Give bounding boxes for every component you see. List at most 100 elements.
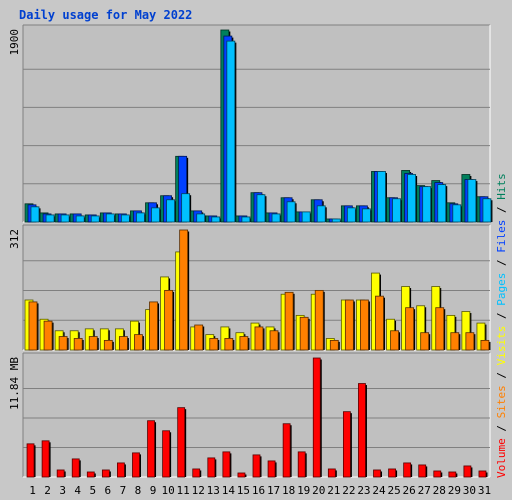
bar-pages-day-30 <box>467 179 477 223</box>
x-tick-label-28: 28 <box>433 484 446 497</box>
bar-pages-day-16 <box>256 194 266 223</box>
x-tick-label-2: 2 <box>44 484 51 497</box>
legend-label-pages: Pages <box>495 273 508 306</box>
x-tick-label-16: 16 <box>252 484 265 497</box>
bar-sites-day-23 <box>360 299 369 351</box>
x-tick-label-3: 3 <box>59 484 66 497</box>
series-legend: Volume / Sites / Visits / Pages / Files … <box>495 173 508 478</box>
x-tick-label-26: 26 <box>403 484 416 497</box>
bar-volume-day-5 <box>86 471 95 478</box>
legend-label-volume: Volume <box>495 438 508 478</box>
x-tick-label-12: 12 <box>192 484 205 497</box>
bar-pages-day-27 <box>422 186 432 223</box>
legend-separator: / <box>495 306 508 326</box>
x-tick-label-10: 10 <box>161 484 174 497</box>
x-tick-label-18: 18 <box>282 484 295 497</box>
bar-volume-day-30 <box>463 465 472 478</box>
bar-sites-day-10 <box>164 289 173 351</box>
bar-pages-day-10 <box>166 199 175 223</box>
bar-volume-day-11 <box>177 407 186 478</box>
y-tick-label-visits-sites: 312 <box>8 229 21 249</box>
bar-volume-day-28 <box>433 470 442 478</box>
bar-sites-day-27 <box>420 332 430 351</box>
bar-volume-day-31 <box>478 470 487 478</box>
x-tick-label-27: 27 <box>418 484 431 497</box>
bar-pages-day-26 <box>407 174 417 223</box>
bar-volume-day-16 <box>252 454 261 478</box>
y-tick-label-hits-files-pages: 1900 <box>8 29 21 56</box>
bar-volume-day-1 <box>26 443 35 478</box>
bar-sites-day-22 <box>344 299 354 351</box>
bar-pages-day-11 <box>181 193 191 223</box>
bar-volume-day-7 <box>117 462 125 478</box>
bar-sites-day-11 <box>179 229 189 351</box>
bar-sites-day-29 <box>450 332 460 351</box>
x-tick-label-7: 7 <box>120 484 127 497</box>
bar-volume-day-13 <box>207 457 216 478</box>
x-tick-label-17: 17 <box>267 484 280 497</box>
bar-pages-day-31 <box>482 198 492 223</box>
x-tick-label-13: 13 <box>207 484 220 497</box>
legend-separator: / <box>495 365 508 385</box>
bar-sites-day-26 <box>405 307 415 351</box>
bar-volume-day-9 <box>147 420 155 478</box>
x-tick-label-11: 11 <box>177 484 190 497</box>
bar-pages-day-9 <box>151 207 160 223</box>
bar-pages-day-12 <box>196 213 206 223</box>
bar-pages-day-4 <box>75 215 85 223</box>
bar-pages-day-25 <box>392 198 401 223</box>
bar-sites-day-20 <box>314 289 324 351</box>
bar-sites-day-13 <box>209 338 219 351</box>
bar-volume-day-17 <box>267 460 276 478</box>
x-tick-label-8: 8 <box>135 484 142 497</box>
bar-volume-day-2 <box>41 440 50 478</box>
bar-sites-day-7 <box>118 336 128 351</box>
bar-pages-day-14 <box>226 40 236 223</box>
bar-sites-day-9 <box>149 301 158 351</box>
bar-volume-day-25 <box>388 468 396 478</box>
bar-pages-day-17 <box>271 213 281 223</box>
bar-volume-day-15 <box>237 472 246 478</box>
bar-volume-day-21 <box>327 468 336 478</box>
bar-pages-day-6 <box>105 213 115 223</box>
legend-separator: / <box>495 200 508 220</box>
x-tick-label-14: 14 <box>222 484 236 497</box>
bar-sites-day-12 <box>194 324 204 351</box>
bar-pages-day-28 <box>437 184 447 223</box>
bar-pages-day-2 <box>45 214 55 223</box>
bar-sites-day-18 <box>284 291 294 351</box>
bar-sites-day-24 <box>375 295 384 351</box>
bar-pages-day-7 <box>120 214 130 223</box>
bar-sites-day-17 <box>269 330 279 351</box>
bar-sites-day-5 <box>88 336 98 351</box>
bar-sites-day-16 <box>254 326 264 351</box>
bar-sites-day-25 <box>390 330 399 351</box>
legend-separator: / <box>495 418 508 438</box>
bar-pages-day-19 <box>301 211 311 223</box>
x-tick-label-9: 9 <box>150 484 157 497</box>
x-tick-label-19: 19 <box>297 484 310 497</box>
x-tick-label-1: 1 <box>29 484 36 497</box>
bar-volume-day-6 <box>101 469 110 478</box>
bar-volume-day-24 <box>373 469 381 478</box>
legend-separator: / <box>495 253 508 273</box>
bar-sites-day-14 <box>224 338 234 351</box>
bar-sites-day-4 <box>73 338 83 351</box>
bar-volume-day-29 <box>448 471 457 478</box>
x-tick-label-6: 6 <box>105 484 112 497</box>
bar-volume-day-26 <box>403 462 412 478</box>
x-tick-label-25: 25 <box>387 484 400 497</box>
x-tick-label-29: 29 <box>448 484 461 497</box>
bar-sites-day-1 <box>28 301 38 351</box>
x-tick-label-4: 4 <box>74 484 81 497</box>
bar-volume-day-14 <box>222 451 231 478</box>
bar-volume-day-3 <box>56 469 65 478</box>
bar-sites-day-19 <box>299 316 309 351</box>
legend-label-hits: Hits <box>495 173 508 200</box>
x-tick-label-21: 21 <box>327 484 340 497</box>
x-tick-label-22: 22 <box>342 484 355 497</box>
bar-pages-day-5 <box>90 215 100 223</box>
x-tick-label-23: 23 <box>357 484 370 497</box>
